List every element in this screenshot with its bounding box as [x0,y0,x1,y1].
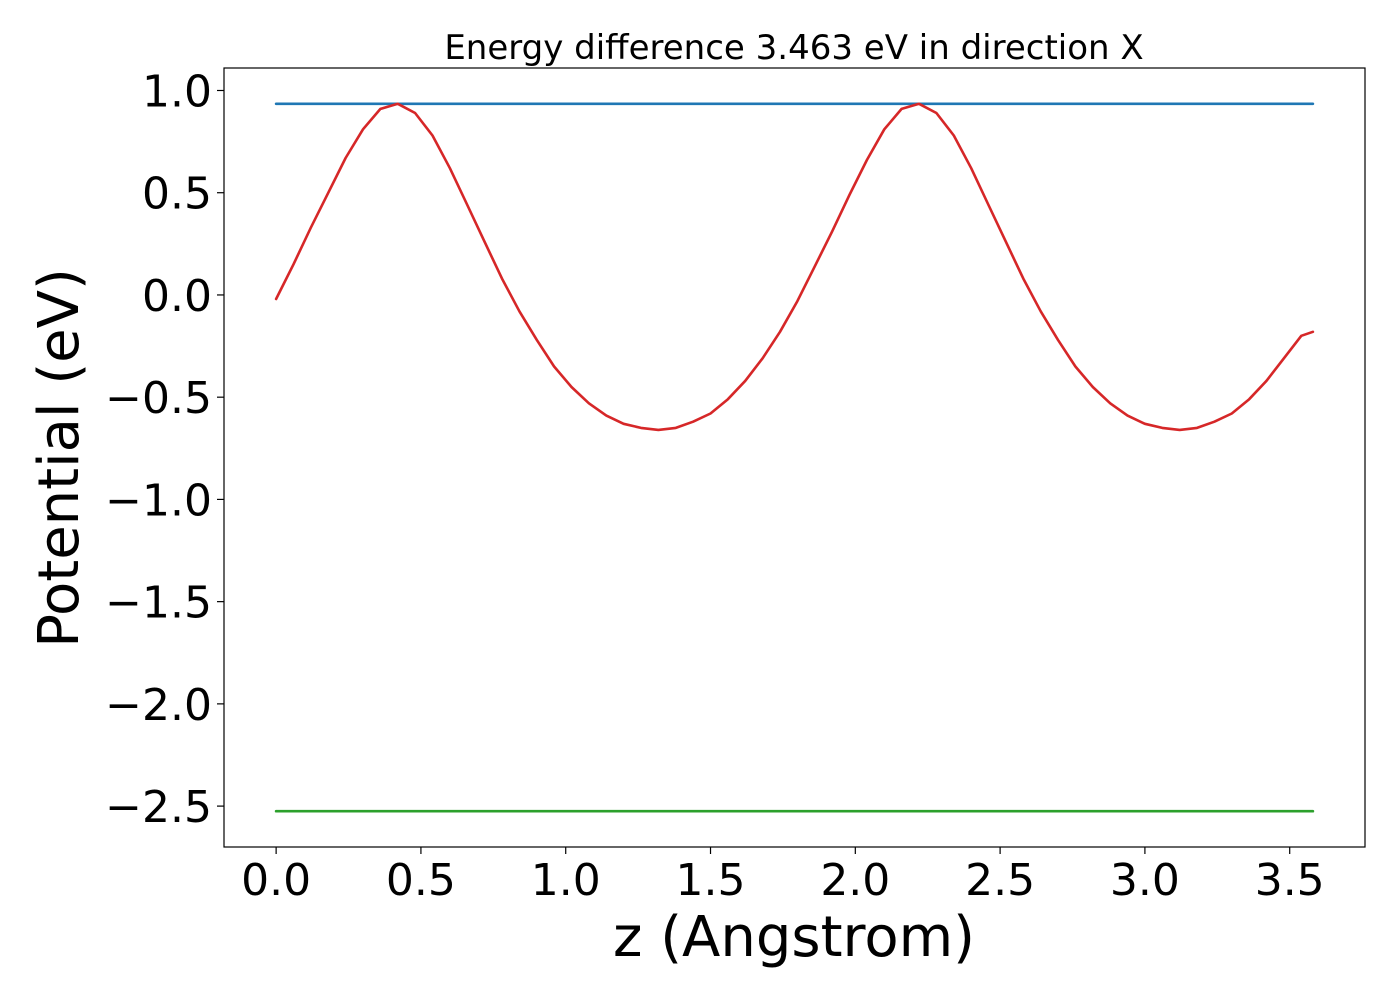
series-line-red [274,102,1315,432]
x-tick-label: 3.5 [1255,855,1325,906]
y-tick-label: −1.5 [105,578,212,629]
x-tick-label: 1.0 [531,855,601,906]
x-tick-label: 0.5 [386,855,456,906]
x-tick-label: 2.0 [820,855,890,906]
x-tick-label: 1.5 [676,855,746,906]
y-tick-label: 0.5 [142,169,212,220]
y-tick-label: 0.0 [142,271,212,322]
y-tick-label: −2.0 [105,680,212,731]
series-group [274,102,1315,813]
y-axis: 1.0 0.5 0.0 −0.5 −1.0 −1.5 −2.0 −2.5 [105,66,224,833]
plot-area [223,67,1366,848]
x-tick-label: 3.0 [1110,855,1180,906]
x-axis: 0.0 0.5 1.0 1.5 2.0 2.5 3.0 3.5 [241,847,1325,906]
x-axis-label: z (Angstrom) [613,905,975,970]
y-tick-label: 1.0 [142,66,212,117]
y-axis-label: Potential (eV) [27,268,92,648]
chart-title: Energy difference 3.463 eV in direction … [444,28,1143,68]
y-tick-label: −0.5 [105,373,212,424]
y-tick-label: −1.0 [105,475,212,526]
x-tick-label: 2.5 [965,855,1035,906]
x-tick-label: 0.0 [241,855,311,906]
y-tick-label: −2.5 [105,782,212,833]
